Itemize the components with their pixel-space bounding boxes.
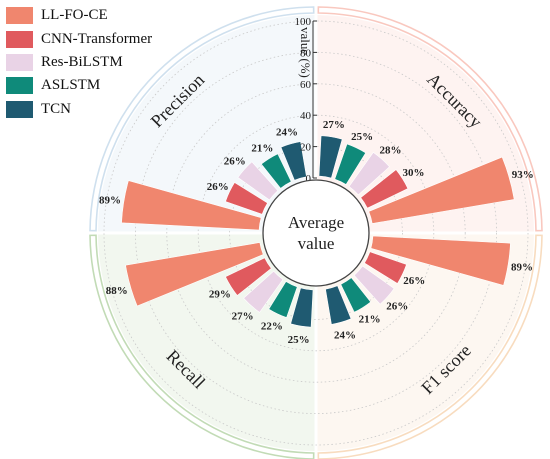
center-circle [262, 179, 370, 287]
legend-swatch [6, 30, 33, 48]
bar-res-bilstm-precision [237, 161, 279, 201]
bar-aslstm-f1-score [340, 277, 372, 313]
value-label-res-bilstm-precision: 26% [224, 156, 246, 168]
legend-label: LL-FO-CE [41, 7, 108, 24]
radial-tick-label-100: 100 [295, 16, 312, 28]
bar-cnn-transformer-accuracy [360, 169, 409, 209]
gridline-40 [197, 114, 435, 352]
bar-ll-fo-ce-f1-score [370, 235, 511, 286]
radial-axis-label: value (%) [298, 27, 313, 78]
legend-item-aslstm: ASLSTM [6, 74, 152, 97]
value-label-res-bilstm-f1-score: 26% [386, 300, 408, 312]
bar-cnn-transformer-recall [225, 257, 272, 296]
legend-label: Res-BiLSTM [41, 53, 123, 70]
legend-item-ll-fo-ce: LL-FO-CE [6, 4, 152, 27]
value-label-aslstm-f1-score: 21% [359, 314, 381, 326]
legend-item-tcn: TCN [6, 98, 152, 121]
legend-label: CNN-Transformer [41, 30, 153, 47]
gridline-60 [166, 83, 466, 383]
value-label-ll-fo-ce-f1-score: 89% [511, 262, 533, 274]
value-label-cnn-transformer-accuracy: 30% [403, 167, 425, 179]
legend-item-res-bilstm: Res-BiLSTM [6, 51, 152, 74]
radial-tick-label-60: 60 [300, 79, 312, 91]
bar-cnn-transformer-f1-score [364, 251, 407, 284]
gridline-80 [134, 51, 498, 415]
value-labels: 27%25%28%30% 93%89%26%26%21%24%25%22%27%2… [99, 119, 534, 346]
bar-cnn-transformer-precision [225, 182, 268, 215]
bar-res-bilstm-recall [243, 270, 284, 313]
value-label-ll-fo-ce-recall: 88% [106, 285, 128, 297]
bar-ll-fo-ce-recall [125, 242, 264, 307]
bar-aslstm-recall [268, 281, 298, 318]
legend: LL-FO-CE CNN-Transformer Res-BiLSTM ASLS… [6, 4, 152, 121]
value-label-aslstm-accuracy: 25% [351, 131, 373, 143]
value-label-res-bilstm-recall: 27% [232, 310, 254, 322]
value-label-tcn-accuracy: 27% [323, 119, 345, 131]
value-label-cnn-transformer-f1-score: 26% [403, 275, 425, 287]
sector-ring-accuracy [317, 6, 543, 232]
legend-swatch [6, 77, 33, 95]
radial-gridlines [103, 20, 529, 446]
center-label-line-2: value [298, 234, 335, 253]
bar-aslstm-precision [260, 153, 292, 189]
bar-aslstm-accuracy [334, 143, 367, 185]
value-label-tcn-f1-score: 24% [334, 330, 356, 342]
legend-swatch [6, 7, 33, 25]
value-label-aslstm-precision: 21% [251, 142, 273, 154]
bar-res-bilstm-accuracy [348, 151, 390, 196]
bar-tcn-recall [290, 287, 314, 328]
bar-tcn-accuracy [318, 135, 343, 179]
value-label-cnn-transformer-recall: 29% [209, 288, 231, 300]
radial-tick-label-40: 40 [300, 110, 312, 122]
bar-tcn-precision [280, 141, 307, 181]
bars [121, 135, 515, 328]
legend-swatch [6, 53, 33, 71]
legend-swatch [6, 100, 33, 118]
bar-ll-fo-ce-precision [121, 180, 262, 231]
value-label-aslstm-recall: 22% [261, 321, 283, 333]
sector-ring-precision [89, 6, 315, 232]
value-label-res-bilstm-accuracy: 28% [379, 144, 401, 156]
value-label-ll-fo-ce-precision: 89% [99, 194, 121, 206]
center: Average value [262, 179, 370, 287]
legend-label: ASLSTM [41, 77, 101, 94]
radial-tick-label-20: 20 [300, 142, 312, 154]
value-label-ll-fo-ce-accuracy: 93% [512, 169, 534, 181]
legend-item-cnn-transformer: CNN-Transformer [6, 27, 152, 50]
radial-tick-label-80: 80 [300, 47, 312, 59]
radial-tick-label-0: 0 [306, 173, 312, 185]
gridline-100 [103, 20, 529, 446]
sector-ring-recall [89, 234, 315, 459]
value-label-tcn-precision: 24% [276, 126, 298, 138]
legend-label: TCN [41, 100, 71, 117]
center-label-line-1: Average [288, 213, 344, 232]
bar-ll-fo-ce-accuracy [368, 156, 515, 224]
bar-tcn-f1-score [325, 285, 352, 325]
gridline-20 [229, 146, 403, 320]
value-label-tcn-recall: 25% [288, 334, 310, 346]
bar-res-bilstm-f1-score [353, 265, 395, 305]
value-label-cnn-transformer-precision: 26% [207, 181, 229, 193]
